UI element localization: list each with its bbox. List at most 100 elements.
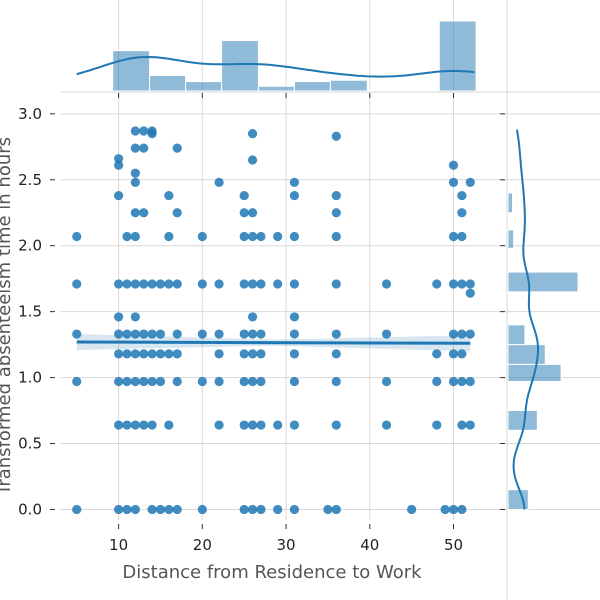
data-point: [331, 279, 341, 289]
data-point: [407, 504, 417, 515]
data-point: [432, 420, 442, 430]
data-point: [72, 376, 82, 387]
data-point: [114, 190, 124, 201]
data-point: [114, 279, 124, 289]
data-point: [239, 420, 249, 430]
data-point: [440, 504, 450, 515]
y-marginal-bar: [507, 229, 515, 249]
data-point: [147, 349, 157, 359]
data-point: [256, 420, 266, 430]
data-point: [247, 329, 258, 339]
x-axis-label: Distance from Residence to Work: [122, 562, 422, 583]
data-point: [122, 231, 132, 242]
data-point: [139, 420, 149, 430]
data-point: [214, 420, 224, 430]
data-point: [331, 329, 341, 339]
data-point: [465, 420, 475, 430]
y-tick-label: 0.5: [18, 435, 42, 453]
data-point: [381, 376, 392, 387]
data-point: [164, 190, 174, 201]
data-point: [247, 376, 258, 387]
data-point: [155, 279, 166, 289]
y-tick-label: 2.5: [18, 171, 42, 189]
data-point: [172, 143, 182, 153]
data-point: [448, 349, 459, 359]
data-point: [289, 177, 300, 187]
x-marginal-bar: [438, 20, 477, 92]
data-point: [465, 376, 475, 387]
data-point: [256, 231, 266, 242]
data-point: [457, 279, 467, 289]
data-point: [197, 231, 207, 242]
data-point: [331, 420, 341, 430]
data-point: [164, 349, 174, 359]
data-point: [247, 129, 258, 139]
data-point: [289, 312, 300, 322]
data-point: [331, 376, 341, 387]
y-axis-ticks: 0.0 0.5 1.0 1.5 2.0 2.5 3.0: [18, 105, 55, 518]
data-point: [289, 279, 300, 289]
data-point: [130, 168, 140, 178]
data-point: [457, 504, 467, 515]
data-point: [155, 376, 166, 387]
data-point: [457, 376, 467, 387]
data-point: [164, 420, 174, 430]
data-point: [172, 329, 182, 339]
y-tick-label: 1.0: [18, 369, 42, 387]
x-marginal-bar: [149, 75, 187, 92]
y-tick-label: 2.0: [18, 237, 42, 255]
data-point: [273, 504, 283, 515]
data-point: [214, 177, 224, 187]
data-point: [155, 504, 166, 515]
data-point: [273, 279, 283, 289]
data-point: [147, 329, 157, 339]
data-point: [457, 329, 467, 339]
data-point: [331, 208, 341, 218]
data-point: [214, 279, 224, 289]
data-point: [122, 504, 132, 515]
data-point: [448, 177, 459, 187]
data-point: [114, 420, 124, 430]
data-point: [457, 349, 467, 359]
data-point: [457, 190, 467, 201]
data-point: [197, 376, 207, 387]
data-point: [130, 349, 140, 359]
y-tick-label: 3.0: [18, 105, 42, 123]
data-point: [147, 376, 157, 387]
data-point: [172, 376, 182, 387]
data-point: [247, 312, 258, 322]
data-point: [448, 376, 459, 387]
data-point: [247, 420, 258, 430]
data-point: [239, 231, 249, 242]
y-marginal-bar: [507, 489, 529, 510]
data-point: [155, 329, 166, 339]
data-point: [448, 160, 459, 170]
data-point: [239, 504, 249, 515]
data-point: [147, 504, 157, 515]
x-marginal-bar: [257, 85, 295, 92]
data-point: [256, 504, 266, 515]
data-point: [289, 420, 300, 430]
data-point: [381, 279, 392, 289]
data-point: [323, 504, 333, 515]
data-point: [130, 504, 140, 515]
regression-line: [76, 340, 471, 345]
data-point: [130, 208, 140, 218]
data-point: [465, 288, 475, 298]
data-point: [289, 231, 300, 242]
data-point: [197, 504, 207, 515]
data-point: [130, 420, 140, 430]
data-point: [214, 376, 224, 387]
data-point: [139, 143, 149, 153]
data-point: [114, 349, 124, 359]
data-point: [72, 504, 82, 515]
data-point: [130, 126, 140, 136]
data-point: [239, 279, 249, 289]
data-point: [256, 329, 266, 339]
data-point: [130, 231, 140, 242]
data-point: [122, 279, 132, 289]
data-point: [331, 190, 341, 201]
data-point: [172, 208, 182, 218]
data-point: [432, 376, 442, 387]
